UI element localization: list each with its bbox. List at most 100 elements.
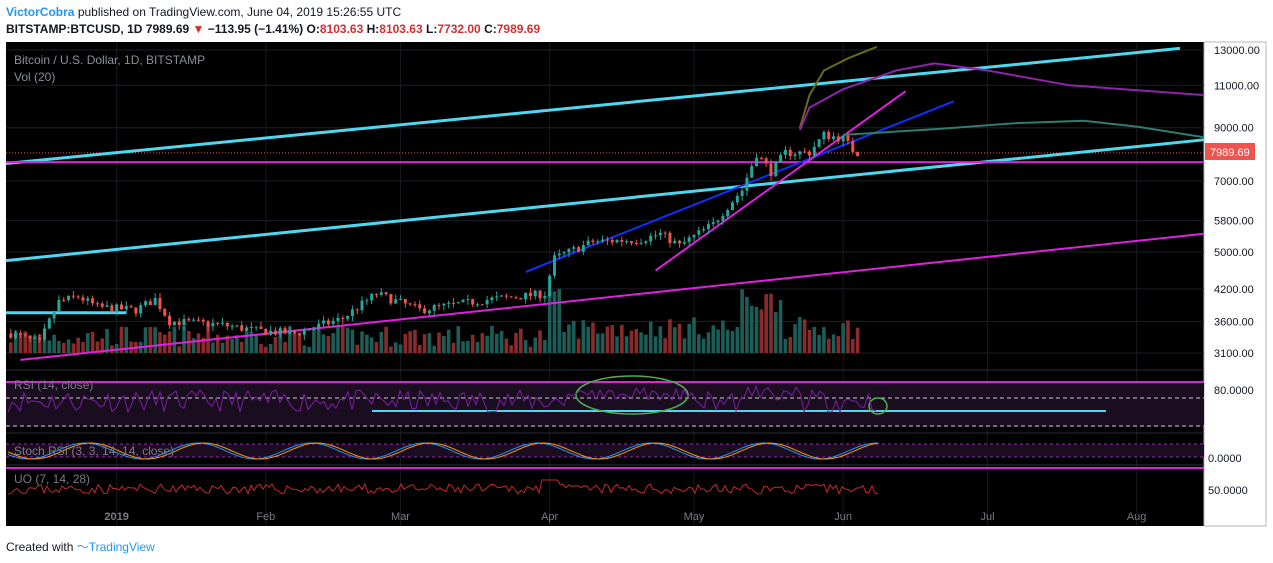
- volume-label: Vol (20): [14, 70, 55, 84]
- candle-body: [471, 298, 475, 305]
- volume-bar: [620, 324, 624, 353]
- upper-channel-line: [5, 46, 1181, 165]
- volume-bar: [215, 334, 220, 353]
- volume-bar: [153, 327, 157, 353]
- drawings-layer[interactable]: [5, 45, 1205, 361]
- footer-prefix: Created with: [6, 540, 74, 554]
- volume-bar: [114, 343, 119, 353]
- candle-body: [235, 325, 239, 327]
- candle-body: [350, 309, 354, 316]
- last-price-tag: [1205, 143, 1255, 160]
- volume-bar: [826, 338, 831, 353]
- volume-bar: [244, 329, 249, 353]
- candle-body: [196, 319, 200, 321]
- volume-bar: [485, 335, 489, 353]
- volume-bar: [292, 333, 297, 353]
- lower-channel-line: [5, 138, 1205, 263]
- publish-info: VictorCobra published on TradingView.com…: [6, 5, 401, 19]
- candle-body: [548, 275, 552, 297]
- candle-body: [807, 151, 811, 156]
- volume-bar: [143, 327, 148, 353]
- candle-body: [841, 135, 845, 142]
- candle-body: [370, 294, 374, 301]
- candle-body: [817, 139, 821, 147]
- candle-body: [702, 229, 706, 231]
- candle-body: [355, 309, 359, 311]
- candle-body: [168, 315, 172, 326]
- candle-body: [110, 305, 114, 312]
- volume-bar: [225, 335, 230, 353]
- volume-bar: [408, 331, 412, 353]
- volume-bar: [85, 333, 90, 353]
- chart-canvas[interactable]: 13000.00 11000.00 9000.00 7000.00 5800.00 500…: [0, 40, 1273, 528]
- candle-body: [788, 149, 792, 156]
- time-tick: Jun: [834, 511, 852, 523]
- candle-body: [187, 319, 191, 321]
- candles-layer: [9, 129, 860, 343]
- volume-bar: [76, 337, 80, 353]
- candle-body: [206, 321, 210, 327]
- volume-bar: [639, 332, 643, 353]
- candle-body: [254, 326, 258, 328]
- uo-line: [7, 479, 879, 496]
- axes-labels: 13000.00 11000.00 9000.00 7000.00 5800.00 500…: [104, 45, 1259, 523]
- candle-body: [172, 321, 176, 326]
- symbol-info: BITSTAMP:BTCUSD, 1D 7989.69 ▼ −113.95 (−…: [6, 22, 540, 36]
- volume-bar: [182, 326, 186, 353]
- volume-bar: [316, 328, 321, 353]
- candle-body: [240, 325, 244, 331]
- price-tick: 11000.00: [1214, 80, 1259, 92]
- candle-body: [774, 161, 778, 177]
- candle-body: [644, 241, 648, 244]
- candle-body: [764, 158, 768, 164]
- candle-body: [687, 237, 691, 242]
- volume-bar: [57, 340, 61, 353]
- volume-bar: [9, 342, 13, 353]
- volume-bar: [817, 334, 821, 353]
- rsi-label: RSI (14, close): [14, 378, 93, 392]
- candle-body: [81, 297, 85, 301]
- volume-bar: [552, 291, 557, 353]
- candle-body: [278, 328, 282, 335]
- tradingview-link[interactable]: TradingView: [88, 540, 155, 554]
- volume-bar: [769, 293, 773, 353]
- volume-bar: [567, 324, 571, 353]
- candle-body: [658, 232, 662, 236]
- candle-body: [697, 230, 701, 235]
- candle-body: [105, 305, 109, 307]
- author-link[interactable]: VictorCobra: [6, 5, 75, 19]
- candle-body: [639, 243, 643, 245]
- candle-body: [67, 295, 71, 300]
- tradingview-logo-icon[interactable]: 〜: [76, 540, 89, 554]
- volume-bar: [557, 288, 562, 353]
- volume-bar: [759, 309, 764, 353]
- candle-body: [543, 296, 547, 299]
- candle-body: [822, 132, 826, 140]
- volume-bar: [403, 333, 408, 353]
- candle-body: [634, 242, 638, 244]
- candle-body: [711, 222, 715, 225]
- candle-body: [803, 151, 807, 153]
- volume-bar: [735, 327, 740, 353]
- candle-body: [394, 299, 398, 304]
- candle-body: [451, 302, 455, 304]
- volume-bar: [725, 329, 730, 353]
- volume-bar: [81, 341, 85, 353]
- candle-body: [230, 326, 234, 328]
- candle-body: [447, 302, 451, 304]
- candle-body: [480, 304, 484, 306]
- volume-bar: [634, 328, 639, 353]
- volume-bar: [374, 341, 379, 353]
- candle-body: [586, 240, 590, 246]
- close-value: 7989.69: [496, 22, 541, 36]
- candle-body: [524, 292, 528, 300]
- stoch-tick: 0.0000: [1208, 453, 1242, 465]
- volume-bar: [629, 330, 634, 353]
- candle-body: [730, 202, 734, 211]
- volume-bar: [211, 342, 215, 353]
- volume-bar: [52, 334, 56, 353]
- price-tick: 3100.00: [1214, 348, 1254, 360]
- open-label: O:: [306, 22, 320, 36]
- candle-body: [23, 334, 27, 336]
- candle-body: [601, 239, 605, 242]
